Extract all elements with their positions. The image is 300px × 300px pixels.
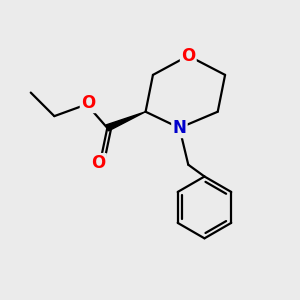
Text: O: O [181, 47, 195, 65]
Text: O: O [81, 94, 95, 112]
Text: N: N [172, 119, 186, 137]
Text: O: O [91, 154, 106, 172]
Polygon shape [106, 112, 146, 131]
